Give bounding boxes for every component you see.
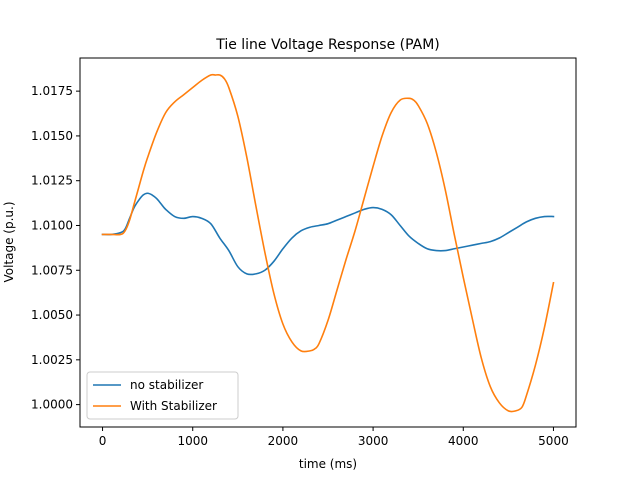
y-tick-label: 1.0100 — [31, 218, 73, 232]
x-tick-label: 0 — [99, 434, 107, 448]
series-line-1 — [101, 73, 555, 413]
plot-frame — [79, 57, 577, 428]
x-tick-label: 1000 — [177, 434, 208, 448]
x-tick-label: 5000 — [538, 434, 569, 448]
y-tick-label: 1.0050 — [31, 308, 73, 322]
y-tick-label: 1.0175 — [31, 84, 73, 98]
x-tick-label: 3000 — [358, 434, 389, 448]
legend-label-1: With Stabilizer — [130, 399, 217, 413]
series-layer — [101, 73, 555, 413]
legend-box — [86, 371, 239, 420]
series-line-0 — [101, 192, 555, 276]
y-tick-label: 1.0025 — [31, 353, 73, 367]
x-tick-label: 2000 — [268, 434, 299, 448]
y-tick-label: 1.0075 — [31, 263, 73, 277]
legend-label-0: no stabilizer — [130, 378, 203, 392]
y-axis-title: Voltage (p.u.) — [2, 201, 16, 282]
legend: no stabilizer With Stabilizer — [86, 371, 239, 420]
x-axis-title: time (ms) — [299, 457, 357, 471]
y-tick-label: 1.0000 — [31, 398, 73, 412]
x-tick-label: 4000 — [448, 434, 479, 448]
y-tick-label: 1.0125 — [31, 174, 73, 188]
y-axis: 1.0000 1.0025 1.0050 1.0075 1.0100 1.0125 1.01… — [31, 84, 80, 412]
x-axis: 0 1000 2000 3000 4000 5000 — [99, 427, 569, 448]
chart-title: Tie line Voltage Response (PAM) — [215, 37, 440, 53]
y-tick-label: 1.0150 — [31, 129, 73, 143]
